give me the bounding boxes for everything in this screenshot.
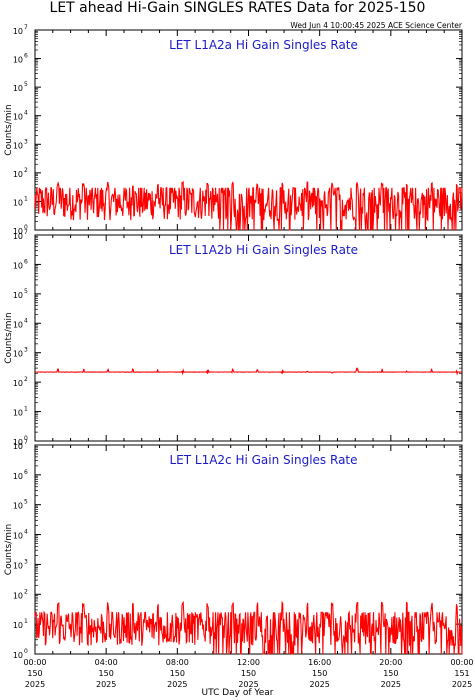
y-tick-exponent: 3 xyxy=(24,347,28,354)
series-line-1 xyxy=(34,180,463,231)
y-tick-label: 10 xyxy=(13,409,23,418)
y-tick-label: 10 xyxy=(13,472,23,481)
x-tick-label-doy: 150 xyxy=(383,669,398,678)
x-tick-label-time: 04:00 xyxy=(95,658,118,667)
y-tick-exponent: 1 xyxy=(24,406,28,413)
x-tick-label-year: 2025 xyxy=(25,680,45,689)
y-tick-label: 10 xyxy=(13,27,23,36)
x-tick-label-doy: 150 xyxy=(170,669,185,678)
y-tick-label: 10 xyxy=(13,113,23,122)
generated-timestamp: Wed Jun 4 10:00:45 2025 ACE Science Cent… xyxy=(290,21,462,30)
y-tick-label: 10 xyxy=(13,591,23,600)
y-axis-label: Counts/min xyxy=(4,312,14,363)
x-axis-label: UTC Day of Year xyxy=(201,688,274,698)
y-axis-label: Counts/min xyxy=(4,524,14,575)
x-tick-label-doy: 150 xyxy=(312,669,327,678)
x-tick-label-doy: 150 xyxy=(99,669,114,678)
y-tick-exponent: 4 xyxy=(24,317,28,324)
y-tick-label: 10 xyxy=(13,350,23,359)
y-tick-exponent: 6 xyxy=(24,53,28,60)
y-tick-exponent: 2 xyxy=(24,376,28,383)
y-tick-label: 10 xyxy=(13,651,23,660)
y-tick-exponent: 1 xyxy=(24,195,28,202)
x-tick-label-year: 2025 xyxy=(96,680,116,689)
series-line-3 xyxy=(34,600,463,655)
y-tick-label: 10 xyxy=(13,291,23,300)
y-tick-label: 10 xyxy=(13,532,23,541)
x-tick-label-doy: 150 xyxy=(241,669,256,678)
y-tick-exponent: 7 xyxy=(24,439,28,446)
y-tick-exponent: 6 xyxy=(24,469,28,476)
y-tick-label: 10 xyxy=(13,621,23,630)
x-tick-label-time: 00:00 xyxy=(450,658,473,667)
x-tick-label-year: 2025 xyxy=(452,680,472,689)
x-tick-label-time: 12:00 xyxy=(237,658,260,667)
y-tick-label: 10 xyxy=(13,442,23,451)
x-tick-label-year: 2025 xyxy=(309,680,329,689)
y-tick-label: 10 xyxy=(13,502,23,511)
y-tick-exponent: 2 xyxy=(24,588,28,595)
y-tick-exponent: 0 xyxy=(24,435,28,442)
y-tick-label: 10 xyxy=(13,379,23,388)
x-tick-label-year: 2025 xyxy=(238,680,258,689)
y-tick-exponent: 5 xyxy=(24,288,28,295)
y-tick-exponent: 4 xyxy=(24,110,28,117)
y-tick-label: 10 xyxy=(13,561,23,570)
panel-title-3: LET L1A2c Hi Gain Singles Rate xyxy=(169,453,357,467)
y-tick-exponent: 1 xyxy=(24,618,28,625)
y-tick-label: 10 xyxy=(13,320,23,329)
chart-title: LET ahead Hi-Gain SINGLES RATES Data for… xyxy=(49,0,426,16)
y-axis-label: Counts/min xyxy=(4,104,14,155)
y-tick-exponent: 3 xyxy=(24,138,28,145)
y-tick-exponent: 5 xyxy=(24,81,28,88)
x-tick-label-doy: 151 xyxy=(454,669,469,678)
y-tick-exponent: 0 xyxy=(24,648,28,655)
x-tick-label-year: 2025 xyxy=(381,680,401,689)
y-tick-exponent: 3 xyxy=(24,558,28,565)
x-tick-label-time: 16:00 xyxy=(308,658,331,667)
y-tick-label: 10 xyxy=(13,198,23,207)
y-tick-exponent: 2 xyxy=(24,167,28,174)
series-line-2 xyxy=(34,367,462,376)
x-tick-label-time: 08:00 xyxy=(166,658,189,667)
x-tick-label-time: 00:00 xyxy=(23,658,46,667)
x-tick-label-year: 2025 xyxy=(167,680,187,689)
y-tick-label: 10 xyxy=(13,261,23,270)
y-tick-exponent: 6 xyxy=(24,258,28,265)
y-tick-label: 10 xyxy=(13,227,23,236)
y-tick-label: 10 xyxy=(13,84,23,93)
y-tick-label: 10 xyxy=(13,56,23,65)
panel-title-2: LET L1A2b Hi Gain Singles Rate xyxy=(169,243,358,257)
y-tick-exponent: 7 xyxy=(24,24,28,31)
y-tick-label: 10 xyxy=(13,141,23,150)
y-tick-exponent: 5 xyxy=(24,499,28,506)
x-tick-label-time: 20:00 xyxy=(379,658,402,667)
y-tick-exponent: 7 xyxy=(24,229,28,236)
panel-frame-2 xyxy=(34,234,463,442)
y-tick-exponent: 0 xyxy=(24,224,28,231)
y-tick-label: 10 xyxy=(13,438,23,447)
y-tick-label: 10 xyxy=(13,170,23,179)
y-tick-label: 10 xyxy=(13,232,23,241)
panel-title-1: LET L1A2a Hi Gain Singles Rate xyxy=(169,38,358,52)
y-tick-exponent: 4 xyxy=(24,529,28,536)
x-tick-label-doy: 150 xyxy=(27,669,42,678)
